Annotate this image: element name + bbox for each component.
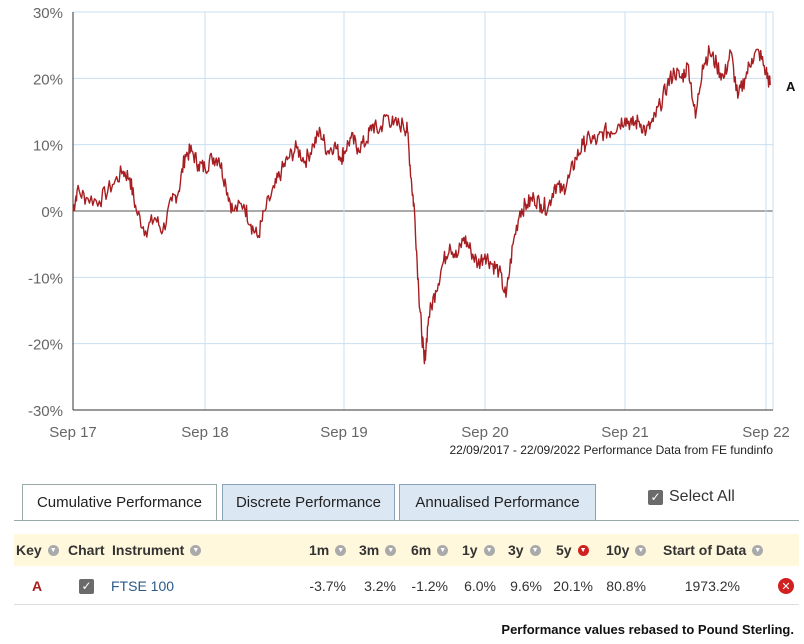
header-5y[interactable]: 5y ▼	[556, 542, 589, 558]
table-header: Key ▼ Chart Instrument ▼ 1m ▼ 3m ▼ 6m ▼ …	[14, 534, 799, 566]
tab-divider	[14, 520, 799, 521]
sort-10y-icon[interactable]: ▼	[635, 544, 647, 556]
x-tick-label: Sep 17	[49, 424, 97, 441]
remove-row-icon[interactable]: ✕	[778, 578, 794, 594]
header-3y[interactable]: 3y ▼	[508, 542, 541, 558]
sort-3m-icon[interactable]: ▼	[385, 544, 397, 556]
sort-start-icon[interactable]: ▼	[752, 544, 764, 556]
tab-cumulative-performance[interactable]: Cumulative Performance	[22, 484, 217, 521]
y-axis-ticks: 30% 20% 10% 0% -10% -20% -30%	[28, 5, 63, 420]
footnote: Performance values rebased to Pound Ster…	[501, 622, 794, 637]
sort-key-icon[interactable]: ▼	[47, 544, 59, 556]
row-chart-toggle[interactable]: ✓	[79, 577, 94, 594]
row-10y: 80.8%	[606, 578, 646, 594]
header-10y[interactable]: 10y ▼	[606, 542, 647, 558]
row-3m: 3.2%	[364, 578, 396, 594]
header-start-label: Start of Data	[663, 542, 747, 558]
header-key-label: Key	[16, 542, 42, 558]
header-1m[interactable]: 1m ▼	[309, 542, 347, 558]
y-tick-label: -30%	[28, 403, 63, 420]
row-1m: -3.7%	[309, 578, 346, 594]
row-6m: -1.2%	[411, 578, 448, 594]
header-3y-label: 3y	[508, 542, 524, 558]
row-instrument-link[interactable]: FTSE 100	[111, 578, 175, 594]
y-tick-label: 0%	[41, 204, 63, 221]
sort-5y-active-icon[interactable]: ▼	[577, 544, 589, 556]
y-tick-label: -10%	[28, 270, 63, 287]
x-tick-label: Sep 21	[601, 424, 649, 441]
source-note: 22/09/2017 - 22/09/2022 Performance Data…	[449, 443, 773, 457]
x-tick-label: Sep 22	[742, 424, 790, 441]
row-3y: 9.6%	[510, 578, 542, 594]
series-end-label: A	[786, 79, 796, 94]
x-tick-label: Sep 18	[181, 424, 229, 441]
header-key[interactable]: Key ▼	[16, 542, 59, 558]
sort-3y-icon[interactable]: ▼	[529, 544, 541, 556]
row-5y: 20.1%	[553, 578, 593, 594]
y-tick-label: 30%	[33, 5, 63, 22]
performance-chart: 30%20%10%0%-10%-20%-30% Sep 17 Sep 18 Sep …	[28, 5, 796, 457]
header-1y-label: 1y	[462, 542, 478, 558]
series-lines	[72, 45, 771, 365]
sort-instrument-icon[interactable]: ▼	[190, 544, 202, 556]
x-axis-ticks: Sep 17 Sep 18 Sep 19 Sep 20 Sep 21 Sep 22	[49, 424, 790, 441]
y-tick-label: 20%	[33, 71, 63, 88]
header-3m-label: 3m	[359, 542, 380, 558]
row-key: A	[32, 578, 43, 594]
header-1m-label: 1m	[309, 542, 330, 558]
tab-discrete-performance[interactable]: Discrete Performance	[222, 484, 395, 521]
row-chart-checkbox[interactable]: ✓	[79, 578, 94, 594]
header-10y-label: 10y	[606, 542, 630, 558]
header-instrument-label: Instrument	[112, 542, 185, 558]
sort-6m-icon[interactable]: ▼	[437, 544, 449, 556]
header-3m[interactable]: 3m ▼	[359, 542, 397, 558]
header-instrument[interactable]: Instrument ▼	[112, 542, 202, 558]
y-tick-label: 10%	[33, 138, 63, 155]
select-all-label: Select All	[669, 488, 735, 505]
sort-1m-icon[interactable]: ▼	[335, 544, 347, 556]
row-start-of-data: 1973.2%	[684, 578, 740, 594]
header-start-of-data[interactable]: Start of Data ▼	[663, 542, 764, 558]
y-tick-label: -20%	[28, 337, 63, 354]
sort-1y-icon[interactable]: ▼	[483, 544, 495, 556]
table-row: A ✓ FTSE 100 -3.7% 3.2% -1.2% 6.0% 9.6% …	[14, 567, 799, 605]
header-6m-label: 6m	[411, 542, 432, 558]
row-1y: 6.0%	[464, 578, 496, 594]
select-all-checkbox[interactable]: ✓	[648, 489, 663, 505]
select-all-control[interactable]: ✓ Select All	[648, 488, 735, 506]
tab-annualised-performance[interactable]: Annualised Performance	[399, 484, 596, 521]
x-tick-label: Sep 20	[461, 424, 509, 441]
header-1y[interactable]: 1y ▼	[462, 542, 495, 558]
series-line-A	[72, 45, 771, 365]
x-tick-label: Sep 19	[320, 424, 368, 441]
header-5y-label: 5y	[556, 542, 572, 558]
header-chart-label: Chart	[68, 542, 105, 558]
header-chart[interactable]: Chart	[68, 542, 105, 558]
header-6m[interactable]: 6m ▼	[411, 542, 449, 558]
